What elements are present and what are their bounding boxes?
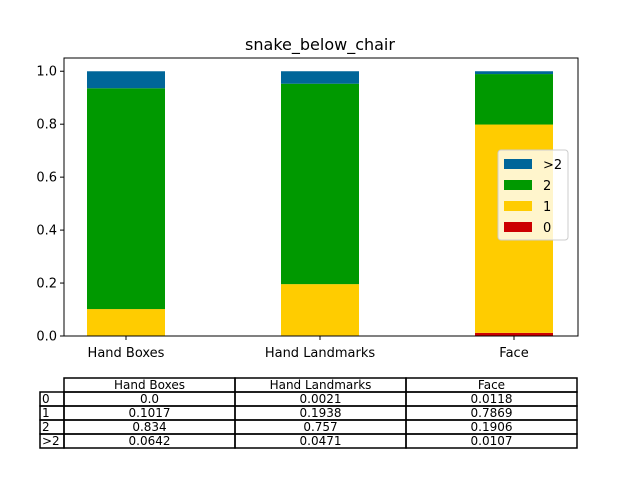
y-axis: 0.0 0.2 0.4 0.6 0.8 1.0 (36, 65, 64, 345)
y-tick-label: 1.0 (36, 65, 57, 80)
table-cell (405, 433, 578, 449)
table-cell-value: 0.0118 (471, 392, 513, 406)
y-tick-label: 0.4 (36, 224, 57, 239)
table-cell-value: 0.0021 (300, 392, 342, 406)
table-cell-value: 0.1938 (300, 406, 342, 420)
legend-swatch (504, 180, 532, 190)
bar-segment (281, 284, 359, 336)
y-tick-label: 0.0 (36, 330, 57, 345)
x-tick-label: Face (499, 346, 528, 361)
table-cell-value: 0.1906 (471, 420, 513, 434)
x-tick-label: Hand Boxes (88, 346, 165, 361)
table-row-label: 0 (42, 392, 50, 406)
table-cell-value: 0.7869 (471, 406, 513, 420)
bar-segment (87, 71, 165, 89)
legend-swatch (504, 222, 532, 232)
table-column-header: Face (478, 378, 505, 392)
legend-swatch (504, 159, 532, 169)
legend-box (497, 149, 569, 241)
legend-label: 2 (543, 179, 551, 194)
y-tick-label: 0.2 (36, 277, 57, 292)
table-row-label: 1 (42, 406, 50, 420)
x-tick-label: Hand Landmarks (265, 346, 376, 361)
table-cell-value: 0.0 (140, 392, 159, 406)
table-cell-value: 0.757 (303, 420, 337, 434)
table-cell-value: 0.0107 (471, 434, 513, 448)
bar-segment (475, 74, 553, 125)
legend-label: 0 (543, 221, 551, 236)
table-row-label: 2 (42, 420, 50, 434)
table-column-header: Hand Boxes (114, 378, 185, 392)
chart-title: snake_below_chair (245, 35, 395, 55)
y-tick-label: 0.8 (36, 118, 57, 133)
table-cell-value: 0.0642 (129, 434, 171, 448)
bar-segment (87, 309, 165, 336)
legend: >2 2 1 0 (497, 149, 569, 241)
y-tick-label: 0.6 (36, 171, 57, 186)
table-cell-value: 0.0471 (300, 434, 342, 448)
legend-swatch (504, 201, 532, 211)
x-axis: Hand Boxes Hand Landmarks Face (88, 336, 529, 361)
table-row-label: >2 (42, 434, 60, 448)
table-cell-value: 0.834 (132, 420, 166, 434)
legend-label: 1 (543, 200, 551, 215)
bar-segment (87, 88, 165, 310)
axes-frame (63, 57, 579, 337)
table-column-header: Hand Landmarks (270, 378, 372, 392)
bars-layer (87, 71, 553, 336)
bar-segment (475, 71, 553, 75)
bar-segment (475, 332, 553, 336)
legend-label: >2 (543, 158, 562, 173)
bar-segment (281, 71, 359, 84)
table-cell-value: 0.1017 (129, 406, 171, 420)
bar-segment (281, 83, 359, 285)
